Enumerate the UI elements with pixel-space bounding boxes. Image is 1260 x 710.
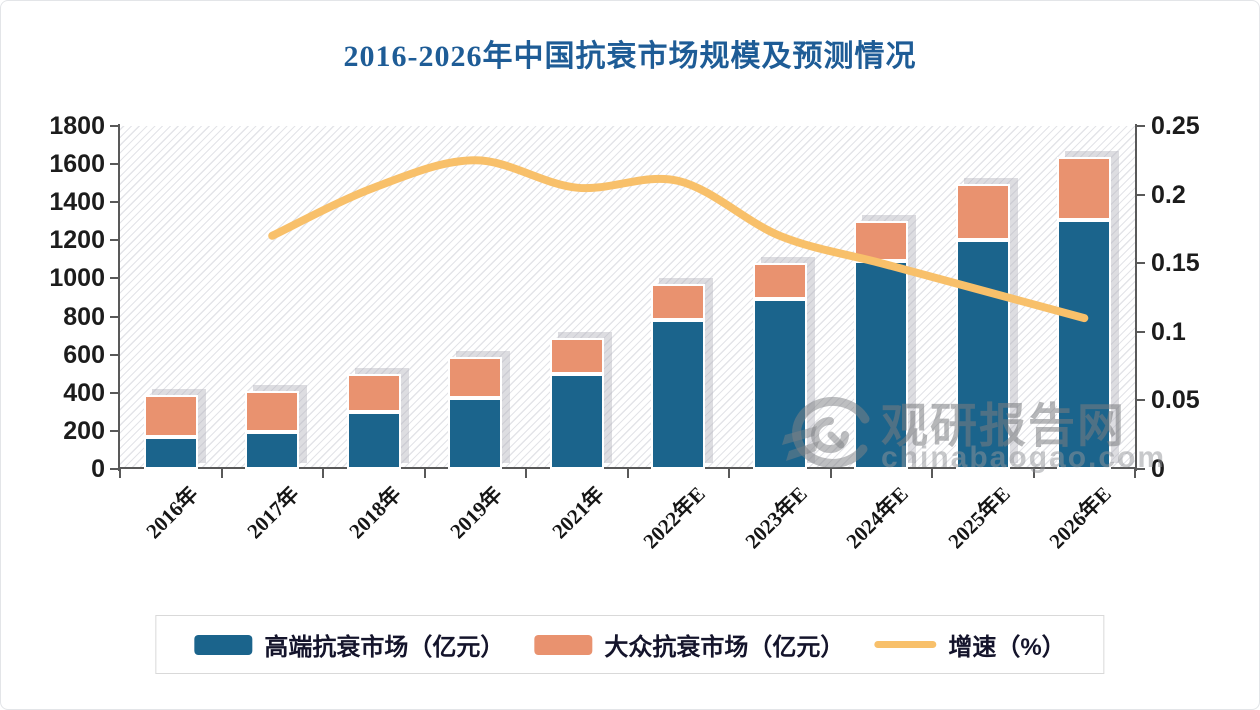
bar-segment-mass-market xyxy=(955,184,1010,241)
legend-label: 高端抗衰市场（亿元） xyxy=(264,634,505,661)
bar-segment-highend-market xyxy=(245,431,300,469)
mass-market-swatch xyxy=(534,634,593,655)
bar-segment-mass-market xyxy=(854,221,909,262)
y-axis-right-label: 0.15 xyxy=(1151,249,1200,278)
y-axis-left-label: 1600 xyxy=(49,150,105,179)
x-axis-label: 2018年 xyxy=(344,481,406,544)
x-axis-label: 2026年E xyxy=(1044,481,1117,554)
y-axis-left-tick xyxy=(110,239,118,242)
watermark-logo-icon xyxy=(782,396,870,468)
y-axis-left-label: 1200 xyxy=(49,226,105,255)
x-axis-tick xyxy=(829,469,832,478)
bar-stack xyxy=(448,356,503,469)
legend: 高端抗衰市场（亿元） 大众抗衰市场（亿元） 增速（%） xyxy=(155,615,1105,674)
x-axis-tick xyxy=(119,469,121,478)
y-axis-right-tick xyxy=(1137,262,1145,265)
y-axis-left-label: 400 xyxy=(63,378,105,407)
y-axis-line-right xyxy=(1135,124,1137,471)
y-axis-left-tick xyxy=(110,163,118,166)
x-axis-label: 2023年E xyxy=(740,481,812,554)
bar-segment-highend-market xyxy=(346,411,401,469)
bar-segment-mass-market xyxy=(143,394,198,437)
x-axis-tick xyxy=(728,469,730,478)
bar-segment-mass-market xyxy=(549,337,604,374)
y-axis-left-label: 1800 xyxy=(49,112,105,140)
x-axis-label: 2017年 xyxy=(242,481,305,544)
y-axis-left-tick xyxy=(110,429,118,432)
x-axis-tick xyxy=(220,469,223,478)
bar-segment-mass-market xyxy=(448,356,503,398)
bar-stack xyxy=(651,284,706,469)
y-axis-right-tick xyxy=(1137,399,1145,402)
chart-title: 2016-2026年中国抗衰市场规模及预测情况 xyxy=(343,40,917,73)
x-axis-tick xyxy=(931,469,933,478)
y-axis-left-tick xyxy=(110,315,118,318)
watermark-url: chinabaogao.com xyxy=(881,441,1167,474)
x-axis-tick xyxy=(525,469,527,478)
bar-segment-mass-market xyxy=(752,263,807,300)
y-axis-right-label: 0.05 xyxy=(1151,386,1200,415)
y-axis-left-label: 800 xyxy=(63,302,105,331)
x-axis-label: 2024年E xyxy=(841,481,914,554)
x-axis-tick xyxy=(1134,469,1136,478)
x-axis-label: 2016年 xyxy=(141,481,203,544)
watermark-name: 观研报告网 xyxy=(881,399,1126,452)
bar-segment-mass-market xyxy=(1057,157,1112,221)
y-axis-right-tick xyxy=(1137,468,1145,470)
bar-stack xyxy=(245,390,300,469)
y-axis-left-label: 0 xyxy=(91,455,105,483)
y-axis-left-tick xyxy=(110,201,118,204)
y-axis-left-tick xyxy=(110,391,118,394)
legend-label: 大众抗衰市场（亿元） xyxy=(604,634,845,661)
x-axis-label: 2019年 xyxy=(445,481,508,544)
y-axis-right-tick xyxy=(1137,125,1145,127)
y-axis-right-label: 0 xyxy=(1151,455,1165,483)
y-axis-left-tick xyxy=(110,353,118,356)
x-axis-tick xyxy=(423,469,426,478)
bar-segment-highend-market xyxy=(448,397,503,469)
bar-segment-mass-market xyxy=(346,373,401,412)
legend-label: 增速（%） xyxy=(948,634,1066,661)
bar-stack xyxy=(549,337,604,469)
y-axis-left-label: 1400 xyxy=(49,188,105,217)
x-axis-label: 2022年E xyxy=(638,481,711,554)
bar-segment-highend-market xyxy=(143,436,198,469)
x-axis-label: 2021年 xyxy=(547,481,609,544)
watermark: 观研报告网 chinabaogao.com xyxy=(779,389,1164,484)
x-axis-tick xyxy=(626,469,629,478)
y-axis-right-label: 0.25 xyxy=(1151,112,1200,140)
x-axis-line xyxy=(118,467,1137,469)
y-axis-right-label: 0.1 xyxy=(1151,317,1186,346)
bar-segment-mass-market xyxy=(651,284,706,321)
y-axis-left-label: 200 xyxy=(63,416,105,445)
y-axis-left-tick xyxy=(110,468,118,470)
growth-rate-line-swatch xyxy=(874,641,937,648)
x-axis-label: 2025年E xyxy=(943,481,1015,554)
x-axis-tick xyxy=(322,469,324,478)
x-axis-tick xyxy=(1032,469,1035,478)
y-axis-left-label: 600 xyxy=(63,340,105,369)
y-axis-left-tick xyxy=(110,125,118,127)
y-axis-line-left xyxy=(118,124,120,471)
highend-market-swatch xyxy=(194,634,253,655)
legend-item-mass-market: 大众抗衰市场（亿元） xyxy=(534,627,844,662)
bar-stack xyxy=(143,394,198,469)
bar-segment-highend-market xyxy=(549,373,604,469)
y-axis-right-tick xyxy=(1137,330,1145,333)
bar-stack xyxy=(346,373,401,469)
y-axis-left-label: 1000 xyxy=(49,264,105,293)
y-axis-right-tick xyxy=(1137,193,1145,196)
legend-item-growth-rate: 增速（%） xyxy=(874,627,1066,662)
y-axis-left-tick xyxy=(110,277,118,280)
bar-segment-mass-market xyxy=(245,390,300,432)
y-axis-right-label: 0.2 xyxy=(1151,180,1186,209)
bar-segment-highend-market xyxy=(651,320,706,469)
legend-item-highend-market: 高端抗衰市场（亿元） xyxy=(194,627,504,662)
